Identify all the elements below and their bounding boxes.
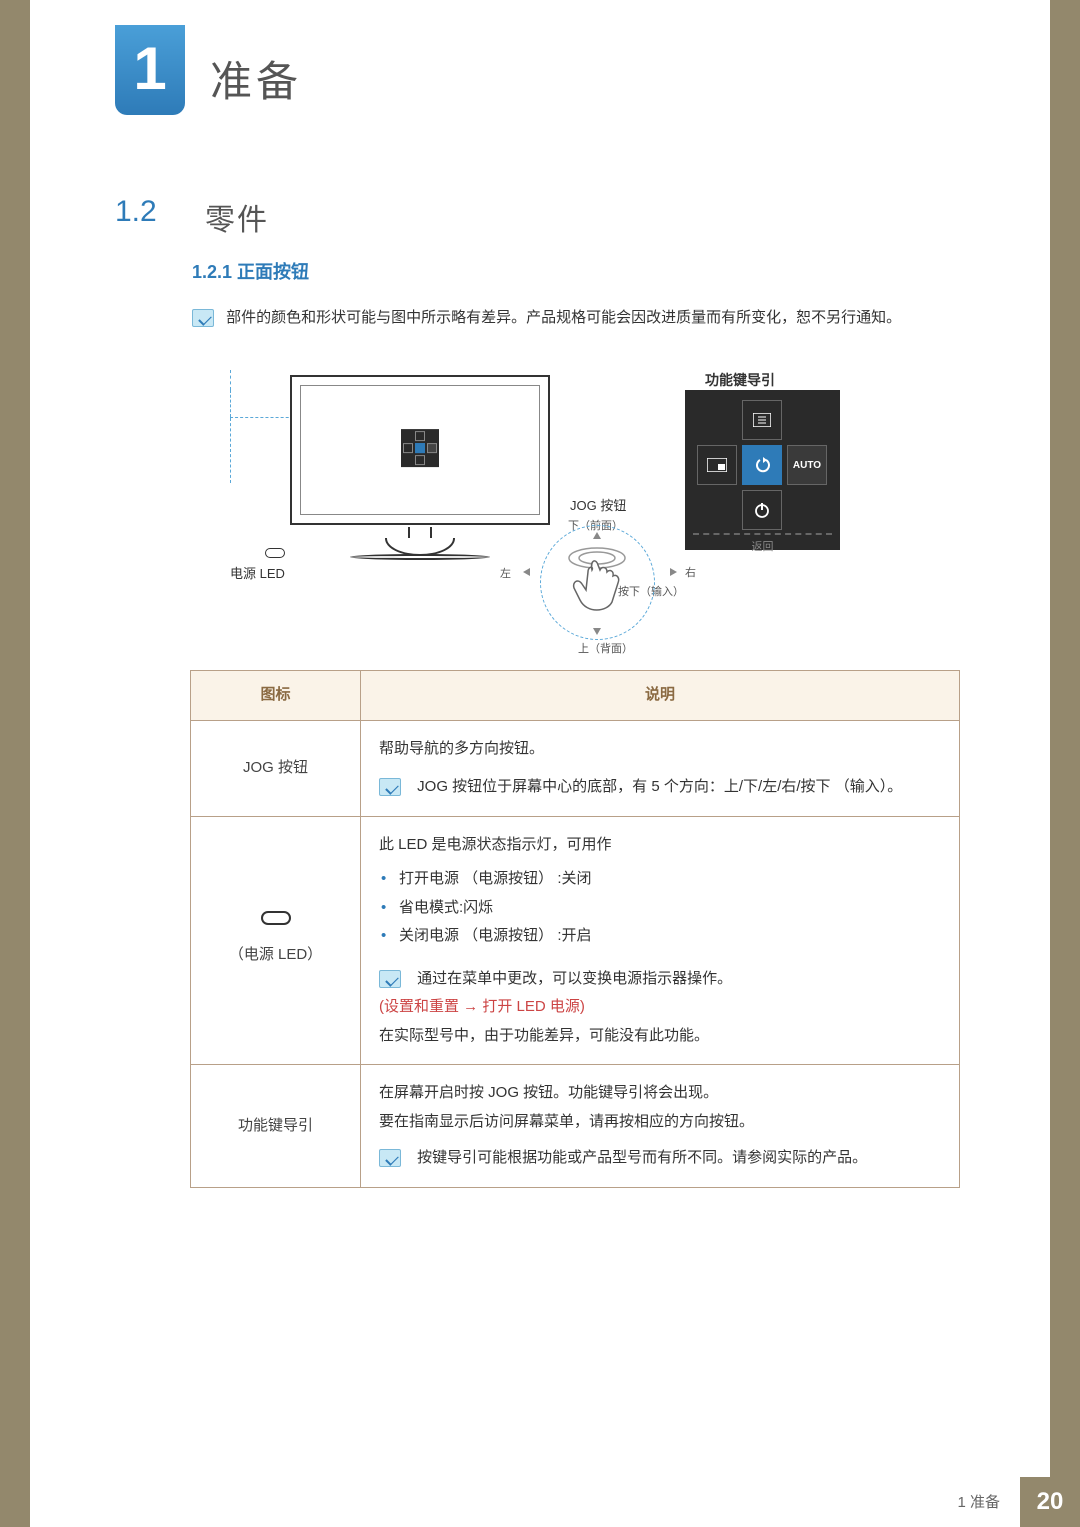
- label-up: 上（背面）: [578, 640, 633, 656]
- table-row: 功能键导引 在屏幕开启时按 JOG 按钮。功能键导引将会出现。 要在指南显示后访…: [191, 1065, 960, 1188]
- row2-icon: （电源 LED）: [191, 816, 361, 1065]
- page-footer: 1 准备 20: [60, 1477, 1080, 1527]
- osd-auto-button: AUTO: [787, 445, 827, 485]
- row1-note: JOG 按钮位于屏幕中心的底部，有 5 个方向：上/下/左/右/按下 （输入）。: [417, 778, 902, 795]
- note-top: 部件的颜色和形状可能与图中所示略有差异。产品规格可能会因改进质量而有所变化，恕不…: [192, 305, 1002, 331]
- row2-note-red: (设置和重置 → 打开 LED 电源): [379, 998, 585, 1015]
- spec-table: 图标 说明 JOG 按钮 帮助导航的多方向按钮。 JOG 按钮位于屏幕中心的底部…: [190, 670, 960, 1188]
- osd-panel: AUTO 返回: [685, 390, 840, 550]
- footer-text: 1 准备: [957, 1491, 1000, 1512]
- note-icon: [379, 778, 401, 796]
- osd-menu-icon: [742, 400, 782, 440]
- th-desc: 说明: [361, 671, 960, 721]
- osd-power-icon: [742, 490, 782, 530]
- row3-note: 按键导引可能根据功能或产品型号而有所不同。请参阅实际的产品。: [417, 1149, 867, 1166]
- osd-mini: [401, 429, 439, 467]
- label-left: 左: [500, 565, 511, 581]
- section-number: 1.2: [115, 195, 157, 229]
- osd-return-icon: [742, 445, 782, 485]
- row2-note2: 在实际型号中，由于功能差异，可能没有此功能。: [379, 1027, 709, 1044]
- table-row: JOG 按钮 帮助导航的多方向按钮。 JOG 按钮位于屏幕中心的底部，有 5 个…: [191, 720, 960, 816]
- section-title: 零件: [205, 195, 269, 239]
- row3-desc: 在屏幕开启时按 JOG 按钮。功能键导引将会出现。 要在指南显示后访问屏幕菜单，…: [361, 1065, 960, 1188]
- row2-note1: 通过在菜单中更改，可以变换电源指示器操作。: [417, 970, 732, 987]
- arrow-left-icon: [523, 568, 530, 576]
- row3-icon-label: 功能键导引: [191, 1065, 361, 1188]
- power-led-shape: [265, 548, 285, 558]
- row2-desc: 此 LED 是电源状态指示灯，可用作 打开电源 （电源按钮） :关闭 省电模式:…: [361, 816, 960, 1065]
- row2-icon-label: （电源 LED）: [229, 946, 322, 963]
- label-function-key-guide: 功能键导引: [705, 370, 775, 390]
- subsection-heading: 1.2.1 正面按钮: [192, 258, 309, 284]
- osd-pip-icon: [697, 445, 737, 485]
- note-icon: [379, 1149, 401, 1167]
- power-led-icon: [261, 911, 291, 925]
- row1-icon-label: JOG 按钮: [191, 720, 361, 816]
- chapter-title: 准备: [210, 48, 302, 109]
- row2-line1: 此 LED 是电源状态指示灯，可用作: [379, 831, 941, 860]
- label-jog: JOG 按钮: [570, 495, 626, 514]
- page-number: 20: [1020, 1477, 1080, 1527]
- table-row: （电源 LED） 此 LED 是电源状态指示灯，可用作 打开电源 （电源按钮） …: [191, 816, 960, 1065]
- row3-line2: 要在指南显示后访问屏幕菜单，请再按相应的方向按钮。: [379, 1108, 941, 1137]
- note-icon: [379, 970, 401, 988]
- note-icon: [192, 309, 214, 327]
- table-header-row: 图标 说明: [191, 671, 960, 721]
- row2-b1: 打开电源 （电源按钮） :关闭: [399, 865, 941, 894]
- label-right: 右: [685, 564, 696, 580]
- monitor-outline: [290, 375, 550, 525]
- front-button-diagram: 电源 LED JOG 按钮 下（前面） 左 右 按下（输入） 上（背面） 功能键…: [230, 370, 880, 660]
- label-power-led: 电源 LED: [230, 563, 285, 582]
- note-text: 部件的颜色和形状可能与图中所示略有差异。产品规格可能会因改进质量而有所变化，恕不…: [226, 305, 986, 331]
- chapter-tab: 1: [115, 25, 185, 115]
- row2-b3: 关闭电源 （电源按钮） :开启: [399, 922, 941, 951]
- row3-line1: 在屏幕开启时按 JOG 按钮。功能键导引将会出现。: [379, 1079, 941, 1108]
- hand-icon: [552, 540, 642, 625]
- th-icon: 图标: [191, 671, 361, 721]
- arrow-right-icon: [670, 568, 677, 576]
- row2-b2: 省电模式:闪烁: [399, 894, 941, 923]
- osd-return-label: 返回: [685, 538, 840, 554]
- row1-desc: 帮助导航的多方向按钮。 JOG 按钮位于屏幕中心的底部，有 5 个方向：上/下/…: [361, 720, 960, 816]
- row1-line1: 帮助导航的多方向按钮。: [379, 735, 941, 764]
